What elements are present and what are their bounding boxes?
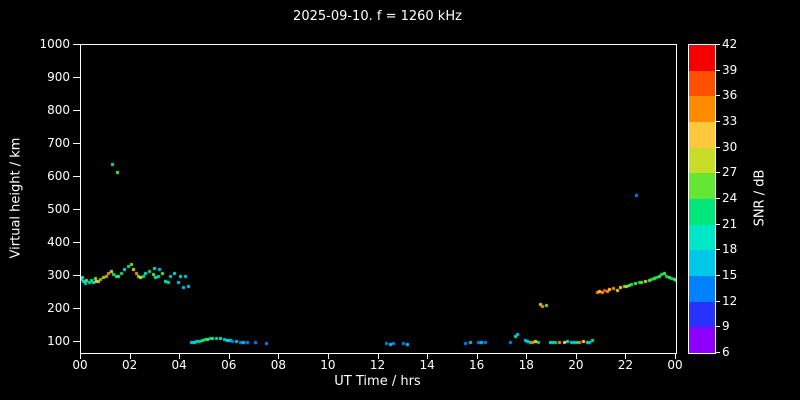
x-tick-mark (526, 353, 528, 359)
colorbar-tick-label: 21 (722, 216, 738, 231)
colorbar-tick-label: 15 (722, 268, 738, 282)
y-tick-mark (73, 208, 80, 210)
x-tick-mark (228, 353, 230, 359)
y-tick-label: 1000 (39, 37, 70, 51)
x-tick-label: 18 (518, 358, 534, 372)
y-tick-label: 700 (47, 135, 70, 150)
y-tick-mark (73, 109, 80, 111)
x-tick-label: 16 (469, 358, 485, 372)
y-tick-label: 200 (47, 300, 70, 315)
x-tick-mark (575, 353, 577, 359)
colorbar-segment (689, 224, 715, 251)
y-axis-label: Virtual height / km (8, 137, 24, 259)
x-tick-label: 04 (171, 358, 187, 372)
colorbar (688, 44, 716, 354)
y-tick-mark (73, 274, 80, 276)
colorbar-tick-label: 24 (722, 191, 738, 205)
x-tick-label: 14 (419, 358, 435, 372)
y-tick-mark (73, 175, 80, 177)
x-tick-mark (179, 353, 181, 359)
y-tick-label: 800 (47, 102, 70, 117)
colorbar-segment (689, 45, 715, 71)
colorbar-tick-label: 33 (722, 114, 738, 128)
x-tick-mark (675, 353, 676, 359)
colorbar-segment (689, 70, 715, 97)
x-tick-mark (625, 353, 627, 359)
x-tick-label: 06 (221, 358, 237, 372)
y-tick-mark (73, 76, 80, 78)
x-tick-mark (80, 353, 81, 359)
colorbar-tick-label: 6 (722, 345, 730, 359)
y-tick-label: 900 (47, 69, 70, 84)
x-tick-label: 08 (270, 358, 286, 372)
colorbar-tick-mark (715, 223, 720, 225)
colorbar-tick-mark (715, 275, 720, 276)
x-tick-mark (327, 353, 329, 359)
colorbar-segment (689, 301, 715, 328)
x-tick-label: 10 (320, 358, 336, 372)
x-tick-label: 12 (369, 358, 386, 372)
colorbar-tick-mark (715, 121, 720, 122)
x-tick-label: 20 (568, 358, 584, 372)
y-tick-mark (73, 142, 80, 144)
x-tick-label: 02 (121, 358, 138, 372)
colorbar-segment (689, 173, 715, 200)
colorbar-tick-mark (715, 249, 720, 251)
colorbar-tick-mark (715, 326, 720, 328)
colorbar-segment (689, 122, 715, 148)
colorbar-tick-mark (715, 300, 720, 302)
colorbar-tick-label: 30 (722, 139, 738, 154)
scatter-canvas (81, 45, 676, 353)
colorbar-segment (689, 276, 715, 302)
x-tick-label: 00 (72, 358, 88, 372)
colorbar-tick-mark (715, 69, 720, 71)
x-tick-label: 22 (617, 358, 634, 372)
y-tick-label: 100 (47, 333, 70, 348)
chart-title: 2025-09-10. f = 1260 kHz (293, 9, 462, 24)
colorbar-segment (689, 147, 715, 174)
y-tick-label: 500 (47, 201, 70, 216)
x-tick-mark (129, 353, 131, 359)
colorbar-tick-mark (715, 172, 720, 174)
colorbar-tick-mark (715, 198, 720, 199)
colorbar-segment (689, 327, 715, 354)
colorbar-tick-mark (715, 44, 720, 45)
x-tick-mark (427, 353, 429, 359)
y-tick-label: 600 (47, 168, 70, 183)
colorbar-segment (689, 250, 715, 277)
colorbar-tick-label: 42 (722, 37, 738, 51)
colorbar-tick-label: 27 (722, 165, 738, 180)
x-tick-mark (476, 353, 478, 359)
y-tick-mark (73, 340, 80, 342)
colorbar-tick-label: 39 (722, 62, 738, 77)
colorbar-segment (689, 96, 715, 123)
y-tick-mark (73, 44, 80, 45)
x-axis-label: UT Time / hrs (334, 374, 421, 389)
x-tick-mark (377, 353, 379, 359)
colorbar-tick-label: 18 (722, 242, 738, 257)
colorbar-tick-label: 12 (722, 293, 738, 308)
colorbar-label: SNR / dB (752, 169, 768, 227)
colorbar-tick-mark (715, 352, 720, 353)
x-tick-label: 00 (667, 358, 683, 372)
colorbar-tick-label: 36 (722, 88, 738, 103)
colorbar-tick-label: 9 (722, 319, 730, 334)
x-tick-mark (278, 353, 280, 359)
y-tick-label: 400 (47, 234, 70, 249)
colorbar-tick-mark (715, 95, 720, 97)
y-tick-label: 300 (47, 267, 70, 282)
y-tick-mark (73, 241, 80, 243)
colorbar-tick-mark (715, 146, 720, 148)
y-tick-mark (73, 307, 80, 309)
colorbar-segment (689, 199, 715, 225)
